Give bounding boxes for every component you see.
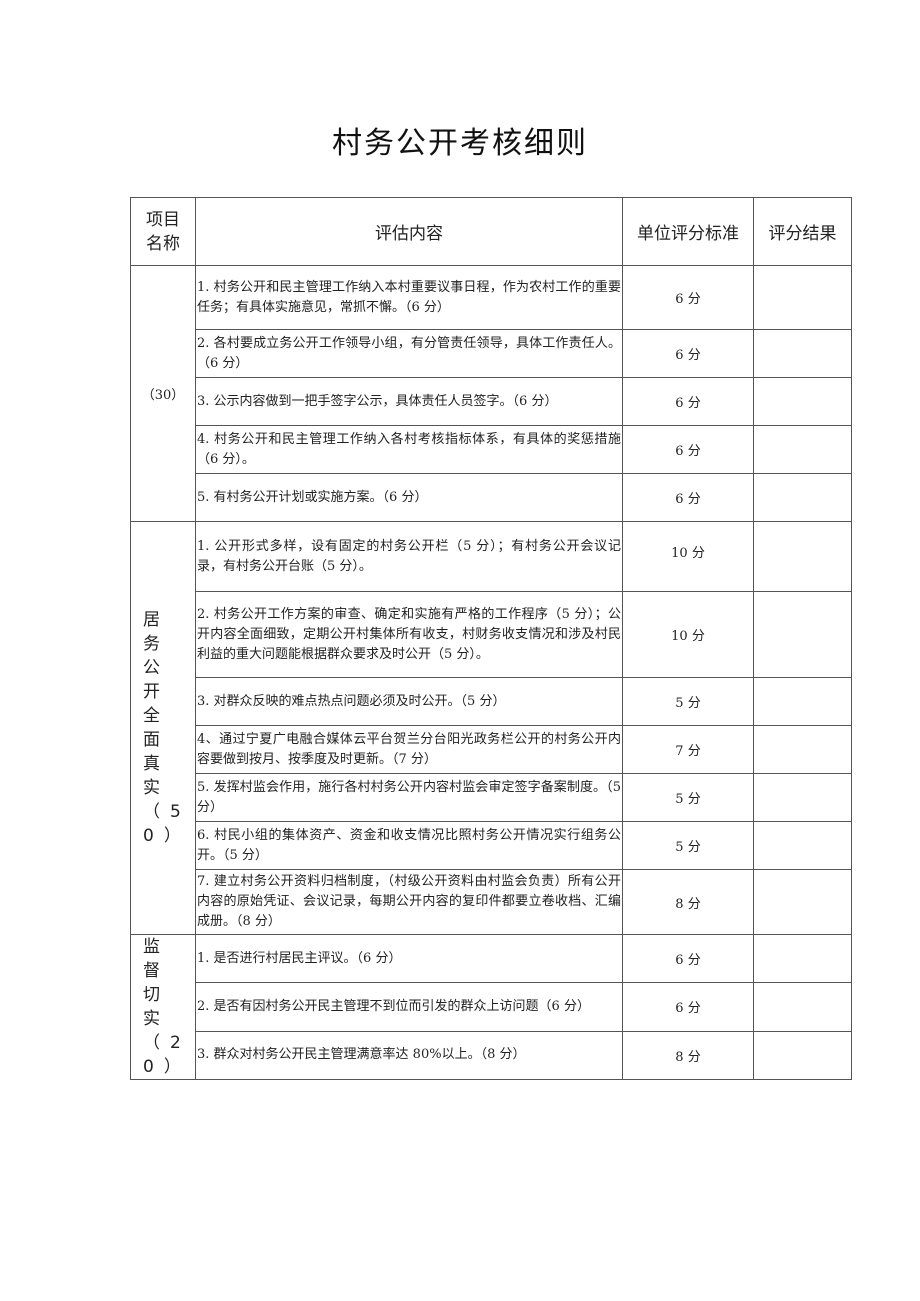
criterion-content: 1. 公开形式多样，设有固定的村务公开栏（5 分）；有村务公开会议记录，有村务公… [195,521,623,592]
criterion-content: 3. 对群众反映的难点热点问题必须及时公开。（5 分） [195,677,623,726]
score-result-cell[interactable] [753,521,852,592]
table-row: 3. 公示内容做到一把手签字公示，具体责任人员签字。（6 分） 6 分 [131,377,852,426]
page-title: 村务公开考核细则 [332,126,588,161]
score-result-cell[interactable] [753,591,852,678]
criterion-score: 6 分 [622,425,754,474]
criterion-content: 6. 村民小组的集体资产、资金和收支情况比照村务公开情况实行组务公开。（5 分） [195,821,623,870]
table-row: 2. 是否有因村务公开民主管理不到位而引发的群众上访问题（6 分） 6 分 [131,982,852,1032]
score-result-cell[interactable] [753,773,852,822]
score-result-cell[interactable] [753,869,852,935]
criterion-score: 10 分 [622,521,754,592]
table-row: 3. 对群众反映的难点热点问题必须及时公开。（5 分） 5 分 [131,677,852,726]
section-name: （30） [130,265,196,522]
criterion-content: 4、通过宁夏广电融合媒体云平台贺兰分台阳光政务栏公开的村务公开内容要做到按月、按… [195,725,623,774]
criterion-score: 6 分 [622,329,754,378]
criterion-score: 6 分 [622,377,754,426]
criterion-score: 10 分 [622,591,754,678]
header-item: 项目名称 [130,197,196,266]
table-row: （30） 1. 村务公开和民主管理工作纳入本村重要议事日程，作为农村工作的重要任务… [130,265,852,522]
score-result-cell[interactable] [753,1030,852,1081]
criterion-score: 8 分 [622,869,754,935]
table-row: 2. 村务公开工作方案的审查、确定和实施有严格的工作程序（5 分）；公开内容全面… [131,591,852,678]
table-row: 2. 各村要成立务公开工作领导小组，有分管责任领导，具体工作责任人。（6 分） 6… [131,329,852,378]
score-result-cell[interactable] [753,377,852,426]
table-row: 4. 村务公开和民主管理工作纳入各村考核指标体系，有具体的奖惩措施（6 分）。 6… [131,425,852,474]
header-standard: 单位评分标准 [622,197,754,266]
table-row: 5. 有村务公开计划或实施方案。（6 分） 6 分 [131,473,852,522]
criterion-score: 7 分 [622,725,754,774]
header-content: 评估内容 [195,197,623,266]
score-result-cell[interactable] [753,982,852,1032]
criterion-score: 8 分 [622,1030,754,1081]
criterion-content: 4. 村务公开和民主管理工作纳入各村考核指标体系，有具体的奖惩措施（6 分）。 [195,425,623,474]
criterion-content: 2. 各村要成立务公开工作领导小组，有分管责任领导，具体工作责任人。（6 分） [195,329,623,378]
table-row: 4、通过宁夏广电融合媒体云平台贺兰分台阳光政务栏公开的村务公开内容要做到按月、按… [131,725,852,774]
criterion-content: 5. 有村务公开计划或实施方案。（6 分） [195,473,623,522]
table-header: 项目名称 评估内容 单位评分标准 评分结果 [130,197,852,266]
criterion-content: 5. 发挥村监会作用，施行各村村务公开内容村监会审定签字备案制度。（5 分） [195,773,623,822]
criterion-content: 3. 公示内容做到一把手签字公示，具体责任人员签字。（6 分） [195,377,623,426]
score-result-cell[interactable] [753,329,852,378]
table-row: 监督切实（20） 1. 是否进行村居民主评议。（6 分） 6 分 [130,933,852,1080]
criterion-content: 7. 建立村务公开资料归档制度，（村级公开资料由村监会负责）所有公开内容的原始凭… [195,869,623,935]
table-row: 7. 建立村务公开资料归档制度，（村级公开资料由村监会负责）所有公开内容的原始凭… [131,869,852,935]
score-result-cell[interactable] [753,677,852,726]
criterion-score: 6 分 [622,473,754,522]
score-result-cell[interactable] [753,265,852,330]
table-row: 6. 村民小组的集体资产、资金和收支情况比照村务公开情况实行组务公开。（5 分）… [131,821,852,870]
score-result-cell[interactable] [753,425,852,474]
score-result-cell[interactable] [753,933,852,984]
table-row: 5. 发挥村监会作用，施行各村村务公开内容村监会审定签字备案制度。（5 分） 5 … [131,773,852,822]
score-result-cell[interactable] [753,725,852,774]
section-name: 居务公开全面真实（50） [130,521,196,935]
criterion-score: 6 分 [622,265,754,330]
header-result: 评分结果 [753,197,852,266]
criterion-score: 5 分 [622,677,754,726]
score-result-cell[interactable] [753,473,852,522]
criterion-score: 6 分 [622,982,754,1032]
criterion-content: 1. 村务公开和民主管理工作纳入本村重要议事日程，作为农村工作的重要任务；有具体… [195,265,623,330]
score-result-cell[interactable] [753,821,852,870]
criterion-content: 3. 群众对村务公开民主管理满意率达 80%以上。（8 分） [195,1030,623,1081]
criterion-score: 6 分 [622,933,754,984]
assessment-table: 项目名称 评估内容 单位评分标准 评分结果 （30） 1. 村务公开和民主管理工作… [130,197,852,1081]
criterion-content: 2. 村务公开工作方案的审查、确定和实施有严格的工作程序（5 分）；公开内容全面… [195,591,623,678]
table-row: 居务公开全面真实（50） 1. 公开形式多样，设有固定的村务公开栏（5 分）；有村… [130,521,852,935]
criterion-score: 5 分 [622,773,754,822]
table-row: 3. 群众对村务公开民主管理满意率达 80%以上。（8 分） 8 分 [131,1030,852,1081]
section-name: 监督切实（20） [130,934,196,1080]
criterion-content: 2. 是否有因村务公开民主管理不到位而引发的群众上访问题（6 分） [195,982,623,1032]
criterion-content: 1. 是否进行村居民主评议。（6 分） [195,933,623,984]
criterion-score: 5 分 [622,821,754,870]
